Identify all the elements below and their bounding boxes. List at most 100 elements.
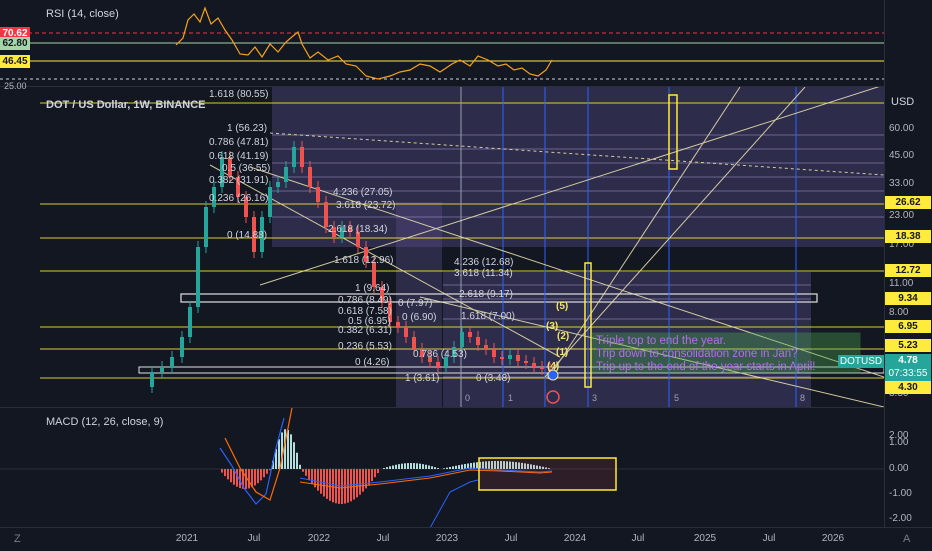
- macd-histogram-bar: [374, 469, 376, 478]
- wave-label: (5): [556, 301, 569, 312]
- macd-histogram-bar: [404, 463, 406, 469]
- macd-histogram-bar: [467, 463, 469, 469]
- macd-histogram-bar: [368, 469, 370, 485]
- candle-body: [316, 187, 320, 202]
- chart-title: DOT / US Dollar, 1W, BINANCE: [46, 99, 206, 111]
- fib-label: 0.382 (6.31): [338, 325, 392, 336]
- macd-tick: 2.00: [889, 430, 909, 441]
- time-axis[interactable]: Z 2021 Jul 2022 Jul 2023 Jul 2024 Jul 20…: [0, 527, 932, 551]
- macd-histogram-bar: [503, 461, 505, 469]
- macd-histogram-bar: [461, 464, 463, 469]
- macd-tick: 0.00: [889, 463, 909, 474]
- macd-histogram-bar: [287, 429, 289, 469]
- macd-histogram-bar: [470, 463, 472, 469]
- candle-body: [500, 357, 504, 359]
- fib-label: 1.618 (80.55): [209, 89, 269, 100]
- rsi-plot: [0, 6, 884, 80]
- main-chart-pane[interactable]: DOT / US Dollar, 1W, BINANCE 1.618 (80.5…: [0, 86, 884, 407]
- time-tick: 2024: [563, 533, 587, 544]
- price-tick: 17.00: [889, 239, 915, 250]
- level-tag: 26.62: [885, 196, 931, 209]
- time-tick: 2022: [307, 533, 331, 544]
- macd-histogram-bar: [347, 469, 349, 503]
- macd-histogram-bar: [362, 469, 364, 492]
- level-tag: 9.34: [885, 292, 931, 305]
- price-tick: 45.00: [889, 150, 915, 161]
- currency-unit[interactable]: USD: [891, 96, 915, 108]
- macd-tick: -1.00: [889, 488, 912, 499]
- macd-histogram-bar: [359, 469, 361, 495]
- fib-label: 0 (7.97): [398, 298, 433, 309]
- fib-label: 1 (3.61): [405, 373, 440, 384]
- candle-body: [540, 367, 544, 369]
- candle-body: [380, 287, 384, 302]
- candle-body: [548, 369, 552, 371]
- candle-body: [308, 167, 312, 187]
- candle-body: [276, 182, 280, 187]
- auto-scale-button[interactable]: A: [903, 533, 911, 545]
- candle-body: [340, 227, 344, 237]
- timezone-icon[interactable]: Z: [14, 533, 21, 545]
- macd-histogram-bar: [341, 469, 343, 504]
- macd-histogram-bar: [365, 469, 367, 489]
- macd-histogram-bar: [413, 463, 415, 469]
- macd-histogram-bar: [485, 461, 487, 469]
- level-tag: 12.72: [885, 264, 931, 277]
- macd-histogram-bar: [425, 464, 427, 469]
- macd-histogram-bar: [452, 466, 454, 469]
- macd-histogram-bar: [533, 464, 535, 469]
- fib-label: 0.618 (41.19): [209, 151, 269, 162]
- fib-label: 0.236 (5.53): [338, 341, 392, 352]
- macd-histogram-bar: [278, 439, 280, 469]
- fib-label: 0.618 (7.58): [338, 306, 392, 317]
- macd-histogram-bar: [230, 469, 232, 483]
- candle-body: [484, 345, 488, 349]
- fib-label: 0 (6.90): [402, 312, 437, 323]
- macd-histogram-bar: [497, 461, 499, 469]
- wave-label: (1): [556, 347, 569, 358]
- macd-histogram-bar: [392, 465, 394, 469]
- fib-label: 1 (9.64): [355, 283, 390, 294]
- macd-histogram-bar: [464, 464, 466, 469]
- fib-label: 0.5 (36.55): [222, 163, 271, 174]
- macd-tick: 1.00: [889, 437, 909, 448]
- candle-body: [196, 247, 200, 307]
- macd-histogram-bar: [512, 461, 514, 469]
- candle-body: [188, 307, 192, 337]
- cycle-number: 5: [674, 393, 680, 403]
- level-tag: 4.30: [885, 381, 931, 394]
- macd-histogram-bar: [236, 469, 238, 487]
- macd-histogram-bar: [371, 469, 373, 482]
- fib-label: 4.236 (27.05): [333, 187, 393, 198]
- candle-body: [204, 207, 208, 247]
- macd-histogram-bar: [269, 469, 271, 471]
- time-tick: 2025: [693, 533, 717, 544]
- price-scale[interactable]: USD 60.00 45.00 33.00 23.00 17.00 11.00 …: [884, 0, 932, 527]
- wave-label: (3): [546, 321, 559, 332]
- fib-label: 2.618 (18.34): [328, 224, 388, 235]
- macd-histogram-bar: [401, 463, 403, 469]
- macd-histogram-bar: [320, 469, 322, 494]
- macd-histogram-bar: [293, 442, 295, 469]
- macd-histogram-bar: [431, 466, 433, 469]
- macd-histogram-bar: [515, 462, 517, 469]
- candle-body: [516, 355, 520, 361]
- level-tag: 18.38: [885, 230, 931, 243]
- candle-body: [292, 147, 296, 167]
- macd-histogram-bar: [410, 463, 412, 469]
- rsi-pane[interactable]: RSI (14, close): [0, 0, 884, 86]
- fib-label: 0.786 (47.81): [209, 137, 269, 148]
- macd-histogram-bar: [422, 464, 424, 469]
- macd-histogram-bar: [524, 463, 526, 469]
- macd-histogram-bar: [476, 462, 478, 469]
- fib-label: 0.5 (6.95): [348, 316, 391, 327]
- level-tag: 6.95: [885, 320, 931, 333]
- macd-histogram-bar: [500, 461, 502, 469]
- candle-body: [348, 227, 352, 232]
- macd-pane[interactable]: MACD (12, 26, close, 9): [0, 407, 884, 528]
- macd-histogram-bar: [491, 461, 493, 469]
- macd-histogram-bar: [383, 468, 385, 469]
- macd-histogram-bar: [299, 464, 301, 469]
- macd-histogram-bar: [416, 463, 418, 469]
- wave-label: (2): [557, 331, 570, 342]
